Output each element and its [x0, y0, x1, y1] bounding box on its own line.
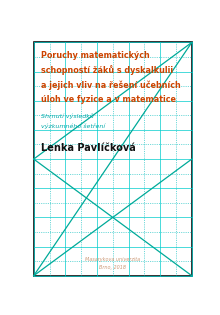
Text: výzkumného šetření: výzkumného šetření [41, 123, 106, 129]
Text: a jejich vliv na řešení učebních: a jejich vliv na řešení učebních [41, 80, 181, 90]
Text: Lenka Pavlíčková: Lenka Pavlíčková [41, 142, 136, 152]
Text: úloh ve fyzice a v matematice: úloh ve fyzice a v matematice [41, 95, 176, 104]
Text: Masarykova univerzita: Masarykova univerzita [85, 257, 140, 262]
Text: Brno, 2018: Brno, 2018 [99, 265, 126, 270]
Text: Shrnutí výsledků: Shrnutí výsledků [41, 113, 94, 119]
Text: Poruchy matematických: Poruchy matematických [41, 51, 150, 60]
Text: schopností žáků s dyskalkulii: schopností žáků s dyskalkulii [41, 66, 174, 76]
